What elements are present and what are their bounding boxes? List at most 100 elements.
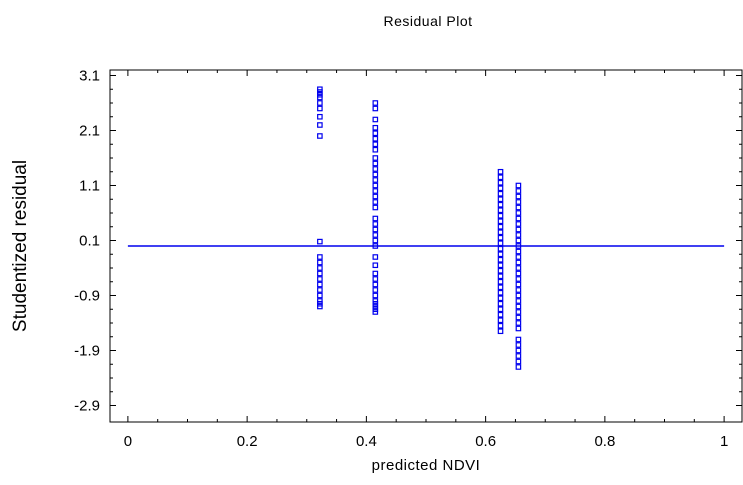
data-point xyxy=(372,237,379,244)
data-point xyxy=(515,314,522,321)
data-point xyxy=(372,254,379,260)
data-point xyxy=(515,215,522,222)
data-point xyxy=(372,199,379,205)
data-point xyxy=(515,320,522,326)
data-point xyxy=(372,155,379,161)
data-point xyxy=(372,221,379,227)
data-point xyxy=(372,116,379,123)
data-point xyxy=(317,281,323,288)
data-point xyxy=(515,325,522,332)
data-point xyxy=(372,270,379,277)
data-point xyxy=(372,160,379,167)
data-point xyxy=(515,336,522,343)
data-point xyxy=(372,281,379,288)
data-point xyxy=(317,122,323,128)
data-point xyxy=(372,105,379,112)
data-point xyxy=(372,182,379,189)
y-tick-label: -0.9 xyxy=(74,288,100,305)
data-point xyxy=(372,287,379,293)
data-point xyxy=(515,265,522,271)
data-point xyxy=(372,226,379,233)
data-point xyxy=(372,166,379,172)
data-point xyxy=(515,292,522,299)
data-point xyxy=(515,303,522,310)
data-point xyxy=(317,292,323,299)
data-point xyxy=(497,212,504,219)
data-point xyxy=(497,223,504,230)
data-point xyxy=(372,177,379,183)
data-point xyxy=(515,193,522,200)
data-point xyxy=(497,179,504,186)
data-point xyxy=(497,317,504,324)
data-point xyxy=(515,243,522,249)
y-axis-label: Studentized residual xyxy=(10,160,31,332)
data-point xyxy=(372,276,379,282)
y-tick-label: -1.9 xyxy=(74,343,100,360)
data-point xyxy=(372,309,379,315)
data-point xyxy=(515,248,522,255)
data-point xyxy=(515,199,522,205)
data-point xyxy=(515,210,522,216)
y-tick-label: 0.1 xyxy=(79,233,100,250)
data-point xyxy=(317,113,323,120)
data-point xyxy=(515,309,522,315)
data-point xyxy=(515,276,522,282)
data-point xyxy=(515,353,522,359)
data-point xyxy=(372,292,379,299)
y-axis: 3.1 2.1 1.1 0.1 -0.9 -1.9 -2.9 xyxy=(74,68,742,415)
data-point xyxy=(372,171,379,178)
data-point xyxy=(515,221,522,227)
y-tick-label: 2.1 xyxy=(79,123,100,140)
data-point xyxy=(372,124,379,131)
data-point xyxy=(317,105,323,112)
data-point xyxy=(372,193,379,200)
data-point xyxy=(317,303,323,310)
x-tick-label: 1 xyxy=(720,433,728,450)
data-point xyxy=(497,240,504,247)
data-point xyxy=(497,284,504,291)
data-point xyxy=(497,289,504,296)
data-point xyxy=(317,265,323,271)
x-tick-label: 0 xyxy=(124,433,132,450)
data-point xyxy=(515,226,522,233)
x-tick-label: 0.8 xyxy=(594,433,615,450)
data-point xyxy=(497,196,504,203)
data-point xyxy=(317,276,323,282)
y-tick-label: 1.1 xyxy=(79,178,100,195)
data-point xyxy=(515,287,522,293)
data-point xyxy=(515,237,522,244)
y-tick-label: -2.9 xyxy=(74,398,100,415)
data-point xyxy=(497,201,504,208)
data-point xyxy=(372,130,379,137)
data-point xyxy=(317,133,323,139)
data-point xyxy=(317,100,323,106)
data-point xyxy=(372,243,379,249)
data-point xyxy=(497,322,504,329)
data-point xyxy=(497,229,504,236)
data-point xyxy=(497,300,504,307)
x-axis: 0 0.2 0.4 0.6 0.8 1 xyxy=(124,70,728,450)
data-point xyxy=(317,94,323,101)
data-point xyxy=(515,259,522,266)
data-point xyxy=(515,204,522,211)
data-point xyxy=(497,295,504,302)
y-tick-label: 3.1 xyxy=(79,68,100,85)
data-point xyxy=(372,232,379,238)
data-point xyxy=(497,278,504,285)
data-point xyxy=(372,262,379,269)
data-point xyxy=(515,281,522,288)
data-points xyxy=(317,86,522,370)
x-axis-label: predicted NDVI xyxy=(372,457,481,474)
data-point xyxy=(497,185,504,192)
data-point xyxy=(497,207,504,214)
data-point xyxy=(515,182,522,189)
data-point xyxy=(497,311,504,318)
data-point xyxy=(515,188,522,194)
data-point xyxy=(317,238,323,245)
data-point xyxy=(515,364,522,370)
data-point xyxy=(497,190,504,197)
data-point xyxy=(372,204,379,211)
data-point xyxy=(497,273,504,280)
data-point xyxy=(515,298,522,304)
